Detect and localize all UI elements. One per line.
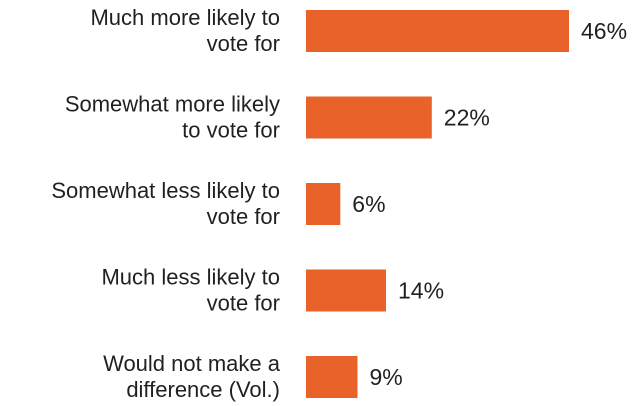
bar <box>306 10 569 52</box>
bars <box>306 10 569 398</box>
category-label: Would not make a difference (Vol.) <box>103 351 281 402</box>
bar <box>306 356 358 398</box>
category-label-line: difference (Vol.) <box>126 377 280 402</box>
value-labels: 46% 22% 6% 14% 9% <box>352 18 627 390</box>
value-label: 22% <box>444 105 490 131</box>
bar <box>306 183 341 225</box>
category-label-line: Somewhat less likely to <box>51 178 280 203</box>
value-label: 14% <box>398 278 444 304</box>
bar <box>306 96 432 139</box>
category-label-line: Would not make a <box>103 351 281 376</box>
category-label: Much less likely to vote for <box>101 265 280 316</box>
value-label: 46% <box>581 18 627 44</box>
category-label-line: vote for <box>207 291 280 316</box>
category-label-line: Much more likely to <box>90 5 280 30</box>
category-label-line: vote for <box>207 31 280 56</box>
category-label-line: Much less likely to <box>101 265 280 290</box>
category-label: Somewhat less likely to vote for <box>51 178 280 229</box>
category-label-line: vote for <box>207 204 280 229</box>
value-label: 9% <box>370 364 403 390</box>
bar <box>306 269 386 312</box>
category-label-line: to vote for <box>182 118 280 143</box>
category-label: Somewhat more likely to vote for <box>65 92 280 143</box>
value-label: 6% <box>352 191 385 217</box>
category-label: Much more likely to vote for <box>90 5 280 56</box>
category-label-line: Somewhat more likely <box>65 92 280 117</box>
